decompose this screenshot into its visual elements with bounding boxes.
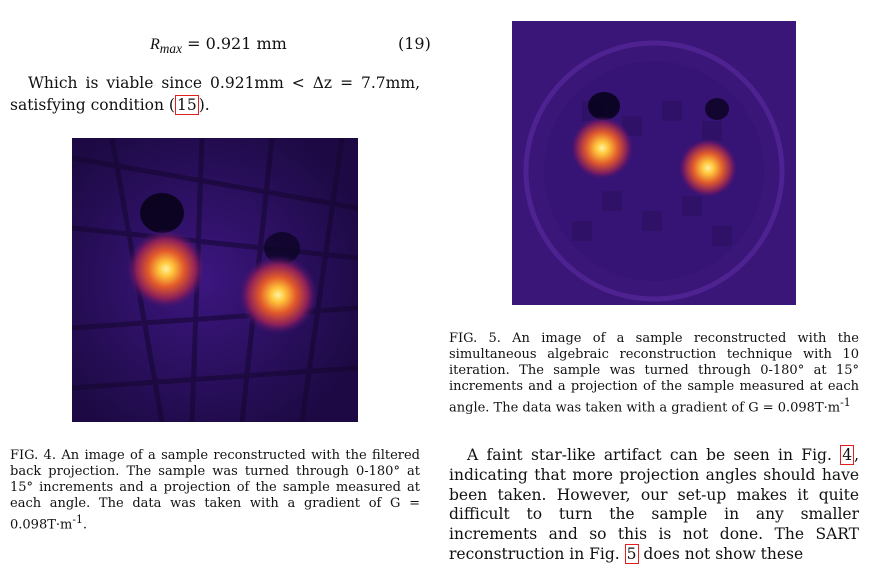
paragraph-text-1: A faint star-like artifact can be seen i… [467,446,840,464]
equation-number: (19) [398,34,431,53]
condition-15-ref[interactable]: 15 [175,95,199,115]
figure-5-ref[interactable]: 5 [625,544,639,564]
figure-5-caption: FIG. 5. An image of a sample reconstruct… [449,331,859,416]
figure-5-sart-image [512,21,796,305]
equation-rhs: = 0.921 mm [182,34,287,53]
paragraph-artifact: A faint star-like artifact can be seen i… [449,446,859,565]
paragraph-text: Which is viable since 0.921mm < Δz = 7.7… [10,74,420,114]
figure-5-label: FIG. 5. [449,331,501,346]
figure-4-caption-end: . [83,517,87,532]
figure-4-ref[interactable]: 4 [840,445,854,465]
paragraph-text-3: does not show these [639,545,804,563]
paragraph-viability: Which is viable since 0.921mm < Δz = 7.7… [10,72,420,116]
figure-5-caption-text: An image of a sample reconstructed with … [449,331,859,415]
equation-subscript: max [160,41,182,56]
equation-19: Rmax = 0.921 mm [150,34,287,57]
figure-4-label: FIG. 4. [10,448,56,463]
figure-5-caption-exponent: -1 [840,396,851,409]
figure-4-caption: FIG. 4. An image of a sample reconstruct… [10,448,420,533]
paragraph-end: . [205,96,210,114]
figure-4-fbp-image [72,138,358,422]
equation-lhs: R [150,36,160,53]
figure-4-caption-exponent: -1 [72,513,83,526]
